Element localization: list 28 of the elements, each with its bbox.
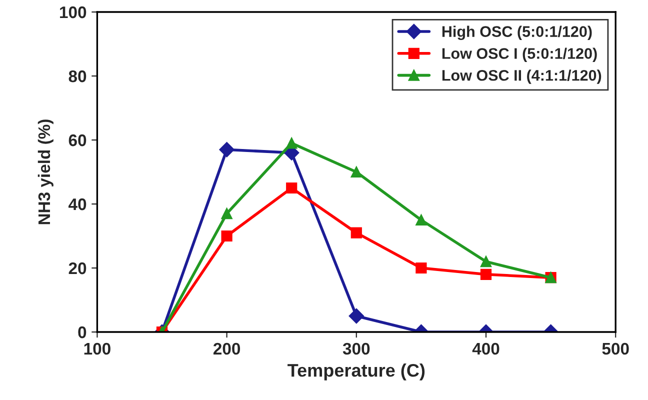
point	[219, 142, 234, 158]
y-tick-label: 20	[68, 262, 86, 274]
y-tick-label: 60	[68, 134, 86, 146]
point	[348, 308, 364, 324]
point	[480, 268, 492, 280]
point	[221, 230, 232, 242]
x-axis-title: Temperature (C)	[288, 364, 425, 380]
x-tick-label: 200	[213, 342, 240, 355]
legend-label: Low OSC II (4:1:1/120)	[442, 70, 602, 84]
point	[286, 182, 298, 194]
y-axis-title: NH3 yield (%)	[38, 120, 54, 224]
point	[350, 227, 362, 238]
x-tick-label: 100	[84, 342, 110, 355]
y-tick-label: 100	[60, 6, 86, 18]
y-tick-label: 40	[68, 198, 86, 210]
point	[350, 166, 362, 178]
x-tick-label: 300	[342, 342, 370, 355]
legend-label: Low OSC I (5:0:1/120)	[442, 48, 597, 62]
point	[416, 262, 427, 274]
point	[416, 214, 427, 226]
point	[480, 256, 492, 268]
x-tick-label: 400	[472, 342, 500, 355]
x-tick-label: 500	[602, 342, 629, 355]
legend-label: High OSC (5:0:1/120)	[442, 26, 592, 40]
point	[286, 138, 298, 149]
point	[221, 208, 232, 220]
y-tick-label: 0	[78, 326, 86, 338]
y-tick-label: 80	[68, 70, 86, 82]
